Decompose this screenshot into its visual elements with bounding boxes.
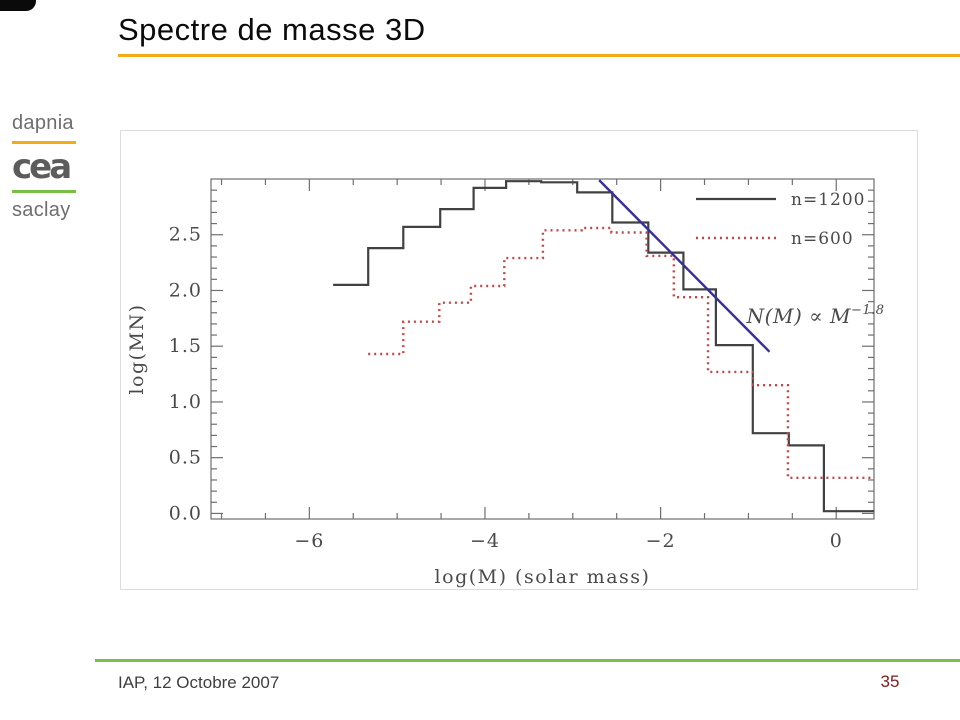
histogram-n-600 (368, 226, 874, 479)
x-tick-label: −2 (646, 530, 676, 552)
logo-saclay-label: saclay (12, 199, 71, 221)
cea-dapnia-logo: dapnia cea saclay (12, 112, 78, 222)
x-tick-label: 0 (830, 530, 843, 552)
mass-spectrum-chart: −6 −4 −2 0 0.0 0.5 1.0 1.5 2.0 2.5 N(M) ∝ M−1.8 n=1… (120, 130, 918, 590)
logo-green-rule (12, 190, 76, 193)
y-tick-label: 2.0 (169, 279, 202, 301)
power-law-fit-line (598, 179, 771, 353)
footer-rule (95, 659, 960, 662)
y-tick-label: 1.0 (169, 391, 202, 413)
slide-title: Spectre de masse 3D (118, 12, 426, 47)
title-underline (118, 54, 960, 57)
legend-label: n=600 (791, 229, 854, 249)
cea-logo: cea (12, 147, 72, 187)
x-tick-label: −6 (294, 530, 324, 552)
plot-frame (210, 178, 875, 520)
logo-orange-rule (12, 141, 76, 144)
page-number: 35 (880, 672, 900, 691)
y-tick-label: 1.5 (169, 335, 202, 357)
logo-dapnia-label: dapnia (12, 112, 74, 134)
mass-spectrum-plot: −6 −4 −2 0 0.0 0.5 1.0 1.5 2.0 2.5 N(M) ∝ M−1.8 n=1… (126, 178, 885, 588)
legend-label: n=1200 (791, 190, 865, 210)
y-tick-label: 0.5 (169, 447, 202, 469)
fit-annotation: N(M) ∝ M−1.8 (746, 303, 885, 328)
x-axis-title: log(M) (solar mass) (435, 566, 651, 588)
histogram-n-1200 (333, 180, 874, 513)
footer-date: IAP, 12 Octobre 2007 (118, 673, 280, 692)
corner-logo-mark (0, 0, 36, 11)
y-axis-title: log(MN) (126, 303, 148, 394)
x-tick-label: −4 (470, 530, 500, 552)
y-tick-label: 0.0 (169, 502, 202, 524)
y-tick-label: 2.5 (169, 224, 202, 246)
